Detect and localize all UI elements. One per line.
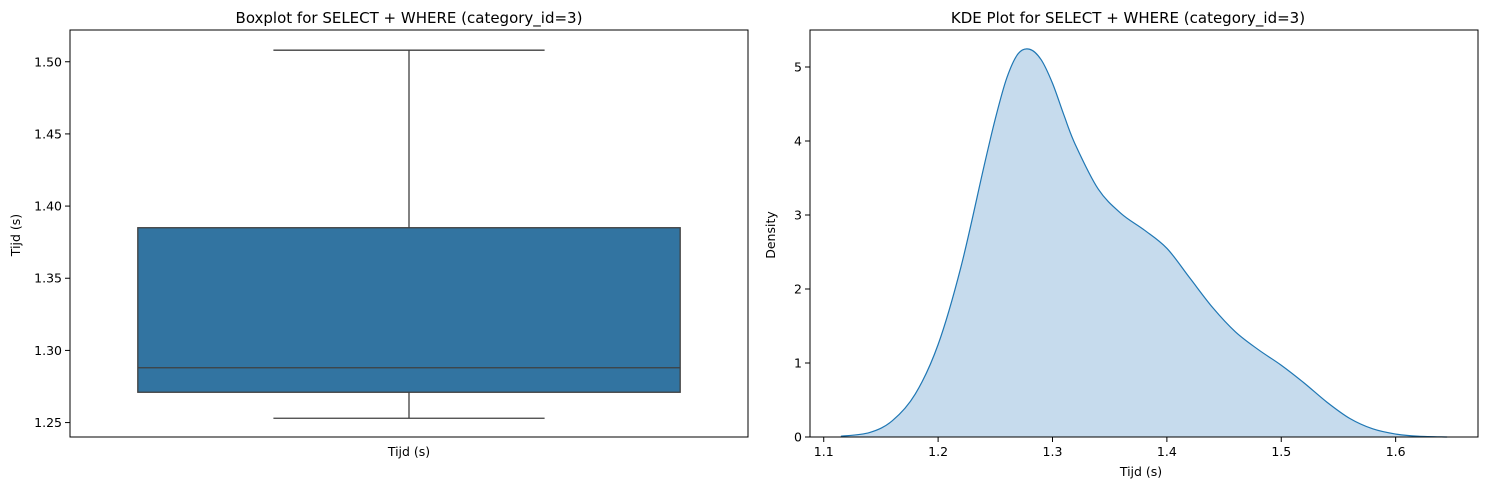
kde-x-ticks: 1.1 1.2 1.3 1.4 1.5 1.6 [814,437,1406,459]
kde-frame [809,29,1479,438]
x-tick-label: 1.2 [928,444,948,459]
boxplot-panel: Boxplot for SELECT + WHERE (category_id=… [8,9,749,459]
y-tick-label: 2 [794,282,802,297]
y-tick-label: 1.30 [34,343,62,358]
y-tick-label: 5 [794,60,802,75]
boxplot-y-ticks: 1.25 1.30 1.35 1.40 1.45 1.50 [34,54,70,430]
iqr-box [137,227,681,393]
y-tick-label: 4 [794,134,802,149]
kde-title: KDE Plot for SELECT + WHERE (category_id… [951,9,1305,28]
x-tick-label: 1.6 [1386,444,1406,459]
x-tick-label: 1.4 [1157,444,1177,459]
kde-y-ticks: 0 1 2 3 4 5 [794,60,810,445]
kde-panel: KDE Plot for SELECT + WHERE (category_id… [763,9,1479,479]
y-tick-label: 0 [794,430,802,445]
boxplot-y-axis-label: Tijd (s) [8,214,23,257]
kde-y-axis-label: Density [763,211,778,259]
boxplot-frame [69,29,749,438]
y-tick-label: 1.25 [34,415,62,430]
kde-line [840,48,1448,438]
y-tick-label: 1 [794,356,802,371]
y-tick-label: 1.50 [34,54,62,69]
boxplot-title: Boxplot for SELECT + WHERE (category_id=… [236,9,583,28]
x-tick-label: 1.1 [814,444,834,459]
y-tick-label: 3 [794,208,802,223]
y-tick-label: 1.40 [34,199,62,214]
boxplot-x-axis-label: Tijd (s) [387,444,430,459]
kde-plot-area [840,48,1448,438]
y-tick-label: 1.35 [34,271,62,286]
kde-fill [840,48,1448,438]
boxplot-plot-area [137,49,681,419]
kde-x-axis-label: Tijd (s) [1119,464,1162,479]
y-tick-label: 1.45 [34,126,62,141]
x-tick-label: 1.5 [1271,444,1291,459]
x-tick-label: 1.3 [1043,444,1063,459]
